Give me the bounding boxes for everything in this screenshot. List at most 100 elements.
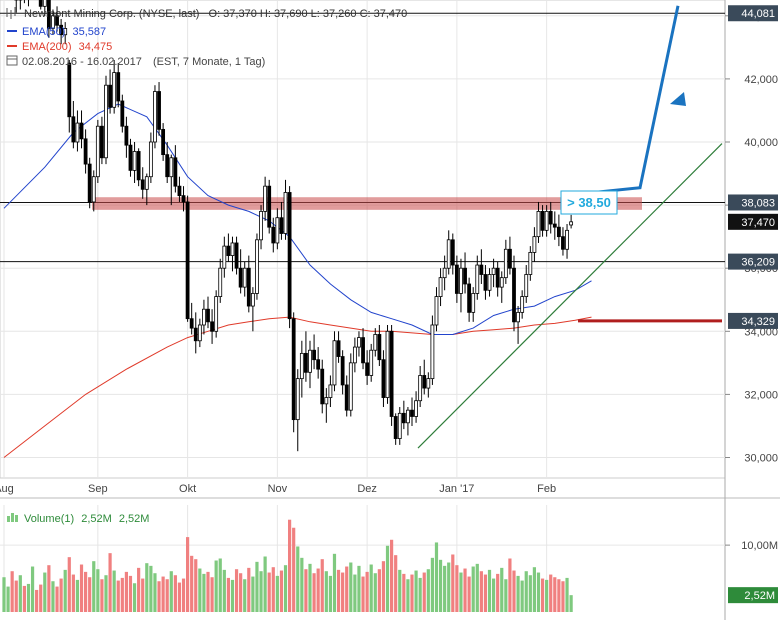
volume-bar (374, 573, 377, 612)
candle-body (402, 413, 405, 422)
volume-bar (292, 528, 295, 612)
last-price-label: 37,470 (741, 217, 775, 229)
candle-body (211, 322, 214, 331)
candle-body (309, 350, 312, 372)
volume-bar (508, 559, 511, 613)
volume-bar (141, 579, 144, 612)
volume-bar (476, 564, 479, 612)
y-tick-label: 30,000 (744, 453, 778, 465)
y-tick-label: 40,000 (744, 137, 778, 149)
volume-bar (145, 563, 148, 612)
volume-bar (6, 587, 9, 612)
candle-body (549, 211, 552, 224)
candle-body (239, 268, 242, 287)
volume-bar (113, 571, 116, 612)
volume-bar (431, 558, 434, 612)
volume-bar (480, 571, 483, 612)
candle-body (84, 139, 87, 164)
volume-bar (64, 570, 67, 612)
candle-body (553, 224, 556, 227)
volume-bar (300, 558, 303, 612)
candle-body (496, 268, 499, 287)
volume-bar (60, 579, 63, 612)
volume-bar (459, 573, 462, 612)
candle-body (162, 129, 165, 154)
svg-text:EMA(200) 34,475: EMA(200) 34,475 (22, 41, 112, 53)
vol-last-label: 2,52M (744, 590, 775, 602)
price-panel-frame (0, 0, 725, 478)
volume-bar (386, 546, 389, 612)
volume-label: Volume(1) (24, 513, 74, 525)
volume-bar (31, 567, 34, 612)
header-ohlc: O: 37,370 H: 37,690 L: 37,260 C: 37,470 (209, 8, 408, 20)
candle-body (92, 177, 95, 202)
volume-bar (533, 567, 536, 612)
volume-bar (349, 563, 352, 612)
candle-body (317, 360, 320, 369)
x-tick-label: Okt (179, 483, 196, 495)
volume-bar (182, 579, 185, 612)
volume-bar (414, 571, 417, 612)
candle-body (451, 240, 454, 265)
candle-body (439, 278, 442, 297)
candle-body (341, 357, 344, 385)
candle-body (280, 218, 283, 234)
candle-body (321, 369, 324, 404)
candle-body (390, 331, 393, 416)
x-tick-label: Dez (357, 483, 377, 495)
level-label: 34,329 (741, 316, 775, 328)
volume-legend: Volume(1) 2,52M 2,52M (7, 513, 149, 525)
volume-bar (557, 579, 560, 612)
volume-bar (321, 559, 324, 612)
volume-bar (100, 579, 103, 612)
candle-body (117, 73, 120, 101)
target-arrow (578, 6, 678, 194)
candle-body (557, 227, 560, 236)
candle-body (219, 268, 222, 296)
candle-body (96, 126, 99, 176)
annotations: > 38,50 (418, 6, 722, 448)
volume-bar (366, 572, 369, 612)
candle-body (431, 325, 434, 379)
volume-bar (243, 579, 246, 612)
candle-body (398, 413, 401, 438)
volume-bar (496, 574, 499, 612)
candle-body (468, 284, 471, 312)
volume-bar (235, 569, 238, 612)
volume-bar (255, 562, 258, 612)
volume-bar (561, 581, 564, 612)
candle-body (566, 230, 569, 249)
volume-bar (451, 554, 454, 612)
candle-body (39, 0, 42, 6)
volume-bar (361, 577, 364, 612)
volume-bar (570, 595, 573, 612)
volume-bar (251, 577, 254, 612)
candle-body (500, 278, 503, 287)
candle-body (158, 92, 161, 130)
candle-body (235, 243, 238, 268)
volume-bar (239, 573, 242, 612)
volume-bar (137, 568, 140, 612)
volume-bar (370, 565, 373, 612)
candle-body (329, 385, 332, 398)
resistance-band (92, 197, 642, 210)
candle-body (394, 416, 397, 438)
candle-body (178, 186, 181, 195)
candle-body (100, 126, 103, 158)
volume-bar (47, 565, 50, 612)
volume-bar (2, 577, 5, 612)
svg-text:Volume(1) 2,52M 2,: Volume(1) 2,52M 2,52M (24, 513, 149, 525)
volume-bar (276, 576, 279, 612)
volume-bar (223, 570, 226, 612)
candle-body (406, 410, 409, 423)
candle-body (480, 265, 483, 274)
volume-bar (133, 583, 136, 612)
candle-body (121, 101, 124, 126)
volume-bar (231, 580, 234, 612)
candle-body (325, 398, 328, 404)
candle-body (68, 63, 71, 117)
volume-bar (27, 584, 30, 612)
volume-bar (215, 561, 218, 612)
